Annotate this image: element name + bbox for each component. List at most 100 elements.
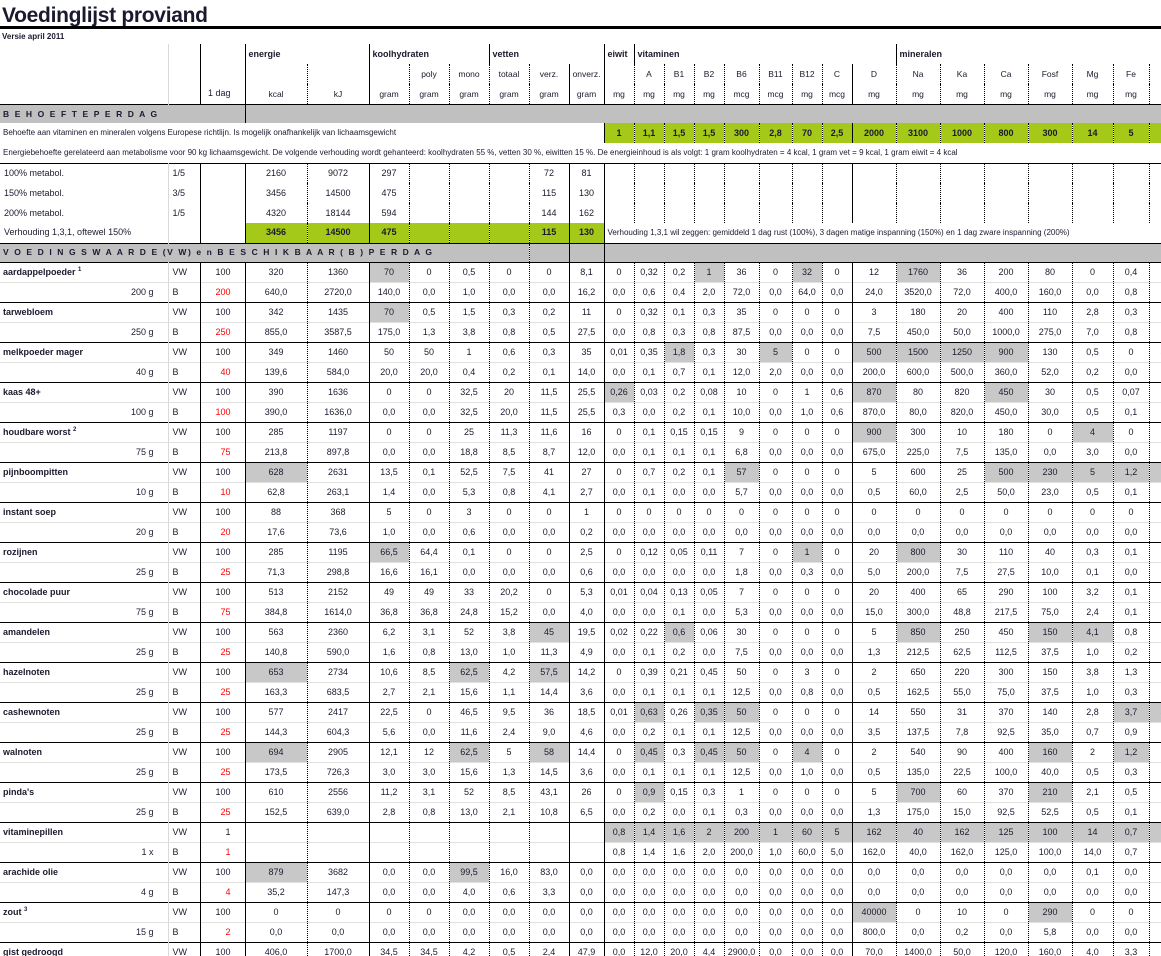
vw-cell: 88 [245,502,308,522]
unit-15: mcg [724,84,760,104]
b-cell: 0,0 [664,562,695,582]
vw-cell: 0 [759,702,793,722]
vw-cell: 0 [792,302,823,322]
food-portion: 25 g [0,722,169,742]
b-cell: 450,0 [896,322,941,342]
b-cell: 62,8 [245,482,308,502]
b-amount: 25 [200,562,246,582]
b-cell: 855,0 [245,322,308,342]
metabol-label: 200% metabol. [0,203,169,223]
vw-cell [489,822,530,842]
metabol-blank [852,183,897,203]
verhouding-label: Verhouding 1,3,1, oftewel 150% [0,223,169,243]
row-type-b: B [168,402,201,422]
vw-cell: 7,5 [1149,822,1161,842]
b-cell [489,842,530,862]
b-cell: 0,8 [409,802,450,822]
b-cell: 0,0 [1113,442,1150,462]
vw-cell: 1435 [307,302,370,322]
b-cell: 0,0 [792,442,823,462]
vw-cell: 20 [852,542,897,562]
vw-cell: 800 [896,542,941,562]
b-cell: 0,0 [694,642,725,662]
b-cell: 52,0 [1028,362,1073,382]
b-cell: 0,1 [664,762,695,782]
metabol-blank [449,203,490,223]
b-cell: 800,0 [852,922,897,942]
vw-cell: 285 [245,422,308,442]
b-cell: 3,6 [569,682,605,702]
vw-cell: 0,03 [634,382,665,402]
subheader-B12: B12 [792,64,823,84]
vw-cell: 40000 [852,902,897,922]
vw-cell: 19,5 [569,622,605,642]
vw-cell: 0,39 [634,662,665,682]
b-cell: 0,1 [1113,482,1150,502]
b-cell: 50,0 [984,482,1029,502]
vw-cell [245,822,308,842]
vw-cell: 100 [1028,582,1073,602]
b-cell: 2,0 [694,842,725,862]
b-cell: 2,8 [369,802,410,822]
b-cell: 27,5 [569,322,605,342]
vw-cell: 0 [489,262,530,282]
vw-cell: 0,45 [694,742,725,762]
unit-21: mg [940,84,985,104]
b-cell: 0,5 [1072,482,1114,502]
b-cell: 0,1 [1113,602,1150,622]
b-cell: 0,0 [852,882,897,902]
vw-cell: 3 [792,662,823,682]
b-cell: 0,3 [1113,682,1150,702]
metabol-blank [896,183,941,203]
b-cell: 1,0 [759,842,793,862]
behoefte-value-14: 5 [1113,123,1150,143]
b-cell: 0,2 [634,722,665,742]
b-cell: 1,4 [634,842,665,862]
b-cell: 3,3 [529,882,570,902]
vw-cell: 820 [940,382,985,402]
b-cell: 20,0 [489,402,530,422]
b-cell: 125,0 [984,842,1029,862]
vw-cell: 0 [759,742,793,762]
b-cell: 0,6 [569,562,605,582]
b-cell: 0,0 [822,882,853,902]
vw-cell: 4,2 [449,942,490,956]
b-cell: 1636,0 [307,402,370,422]
vw-cell: 0,0 [569,902,605,922]
b-cell: 2,1 [409,682,450,702]
b-cell: 0,0 [822,602,853,622]
b-cell: 175,0 [896,802,941,822]
b-cell: 2,4 [489,722,530,742]
metabol-blank [984,203,1029,223]
b-cell: 0,5 [1072,762,1114,782]
vw-cell: 0 [822,502,853,522]
vw-cell: 3,9 [1149,382,1161,402]
food-name: hazelnoten [0,662,169,682]
b-cell: 10,0 [1028,562,1073,582]
b-cell: 639,0 [307,802,370,822]
vw-cell: 1400,0 [896,942,941,956]
b-cell: 0,0 [822,282,853,302]
vw-cell: 162 [940,822,985,842]
b-cell: 0,0 [604,282,635,302]
b-cell: 0,7 [664,362,695,382]
vw-amount: 100 [200,622,246,642]
b-cell: 1,0 [489,642,530,662]
b-cell: 1,3 [852,802,897,822]
vw-cell: 900 [852,422,897,442]
vw-cell: 6,2 [369,622,410,642]
vw-cell: 0,0 [822,862,853,882]
b-cell: 0,0 [604,442,635,462]
b-cell: 0,8 [489,322,530,342]
row-type-b: B [168,322,201,342]
vw-cell: 2,1 [1149,622,1161,642]
b-cell: 0,6 [489,882,530,902]
b-cell: 0,0 [409,922,450,942]
b-cell: 0,2 [489,362,530,382]
vw-cell: 0 [369,382,410,402]
b-cell: 0,1 [694,362,725,382]
vw-cell: 3,1 [409,622,450,642]
vw-cell: 0 [409,422,450,442]
b-cell: 1,0 [792,402,823,422]
